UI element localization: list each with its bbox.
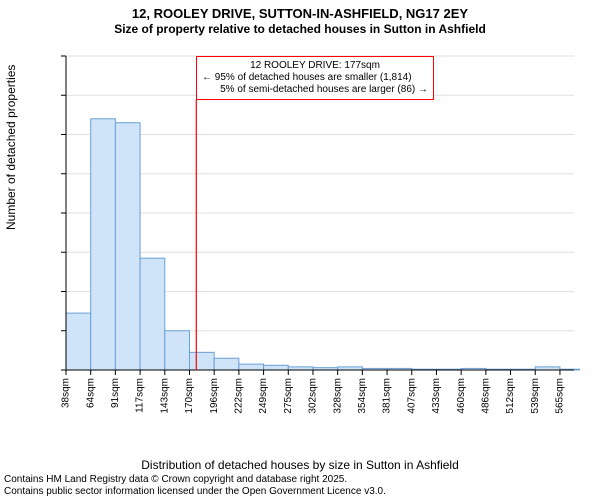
svg-text:539sqm: 539sqm <box>530 378 541 414</box>
chart-container: 12, ROOLEY DRIVE, SUTTON-IN-ASHFIELD, NG… <box>0 0 600 500</box>
annotation-title: 12 ROOLEY DRIVE: 177sqm <box>202 60 428 72</box>
svg-text:91sqm: 91sqm <box>110 378 121 408</box>
chart-subtitle: Size of property relative to detached ho… <box>0 22 600 37</box>
svg-text:328sqm: 328sqm <box>332 378 343 414</box>
svg-text:64sqm: 64sqm <box>85 378 96 408</box>
footer-line-1: Contains HM Land Registry data © Crown c… <box>4 474 386 486</box>
histogram-plot: 010020030040050060070080038sqm64sqm91sqm… <box>60 50 580 415</box>
y-axis-label: Number of detached properties <box>4 65 18 230</box>
chart-title: 12, ROOLEY DRIVE, SUTTON-IN-ASHFIELD, NG… <box>0 6 600 22</box>
svg-text:407sqm: 407sqm <box>406 378 417 414</box>
histogram-bar <box>189 352 214 370</box>
svg-text:249sqm: 249sqm <box>258 378 269 414</box>
histogram-bar <box>214 358 239 370</box>
svg-text:222sqm: 222sqm <box>234 378 245 414</box>
annotation-box: 12 ROOLEY DRIVE: 177sqm ← 95% of detache… <box>196 56 434 100</box>
svg-text:275sqm: 275sqm <box>283 378 294 414</box>
svg-text:512sqm: 512sqm <box>505 378 516 414</box>
attribution-footer: Contains HM Land Registry data © Crown c… <box>4 474 386 498</box>
svg-text:170sqm: 170sqm <box>184 378 195 414</box>
chart-area: 010020030040050060070080038sqm64sqm91sqm… <box>60 50 580 415</box>
annotation-line-smaller: ← 95% of detached houses are smaller (1,… <box>202 72 428 84</box>
footer-line-2: Contains public sector information licen… <box>4 486 386 498</box>
svg-text:117sqm: 117sqm <box>135 378 146 413</box>
svg-text:302sqm: 302sqm <box>308 378 319 414</box>
histogram-bar <box>165 331 190 370</box>
svg-text:433sqm: 433sqm <box>431 378 442 414</box>
svg-text:381sqm: 381sqm <box>382 378 393 414</box>
histogram-bar <box>264 365 289 370</box>
histogram-bar <box>140 258 165 370</box>
histogram-bar <box>115 123 140 370</box>
svg-text:486sqm: 486sqm <box>480 378 491 414</box>
histogram-bar <box>66 313 91 370</box>
svg-text:565sqm: 565sqm <box>555 378 566 414</box>
svg-text:143sqm: 143sqm <box>159 378 170 414</box>
svg-text:354sqm: 354sqm <box>357 378 368 414</box>
svg-text:460sqm: 460sqm <box>456 378 467 414</box>
histogram-bar <box>239 364 264 370</box>
title-block: 12, ROOLEY DRIVE, SUTTON-IN-ASHFIELD, NG… <box>0 0 600 37</box>
annotation-line-larger: 5% of semi-detached houses are larger (8… <box>202 84 428 96</box>
svg-text:196sqm: 196sqm <box>209 378 220 414</box>
x-axis-label: Distribution of detached houses by size … <box>0 458 600 472</box>
histogram-bar <box>91 119 116 370</box>
svg-text:38sqm: 38sqm <box>61 378 72 408</box>
